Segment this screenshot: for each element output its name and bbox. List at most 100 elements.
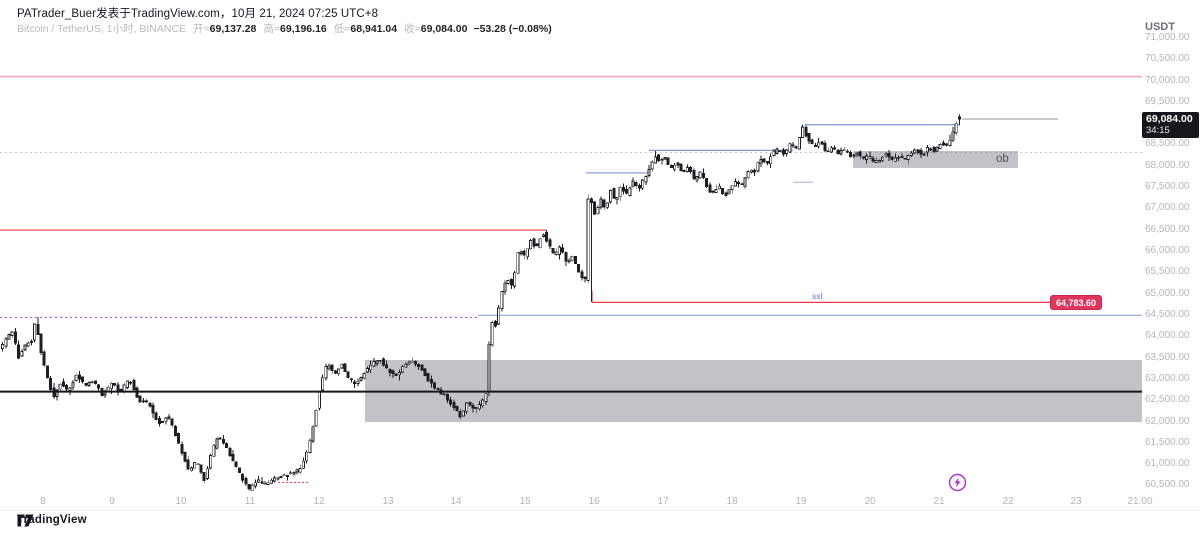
candle [426,372,430,383]
candle [743,177,747,189]
candle [858,149,862,160]
lightning-idea-icon[interactable] [948,473,967,492]
candle [221,434,225,445]
ohlc-label: 高= [263,23,281,35]
candle [321,374,325,391]
candle [788,142,792,153]
candle [45,365,49,379]
candle [349,378,353,383]
candle [532,237,536,249]
candle [522,248,526,260]
candle [308,438,312,454]
candle [157,415,161,427]
overlay-lines-layer[interactable] [0,118,1142,393]
candle [90,380,94,384]
candle [794,145,798,150]
candle [359,376,363,382]
candle [705,177,709,189]
order-block-boxes-layer[interactable] [365,150,1142,422]
candle [721,187,725,196]
candle [772,149,776,157]
candle [509,278,513,289]
candle [84,382,88,387]
price-axis-label: 62,000.00 [1145,415,1190,427]
symbol-title[interactable]: Bitcoin / TetherUS, 1小时, BINANCE [17,23,187,35]
candle [199,464,203,474]
candle [797,136,801,150]
candle [958,114,962,126]
candle [378,359,382,364]
candle [397,369,401,381]
candle [775,147,779,155]
candle [388,368,392,377]
drawn-lines-layer[interactable] [0,75,1142,483]
candle [87,381,91,388]
candle [932,146,936,154]
candle [337,368,341,376]
candle [369,360,373,373]
candle [714,184,718,194]
candle [445,393,449,404]
candle [618,185,622,201]
candle [493,320,497,328]
order-block-upper[interactable] [853,150,1018,168]
candle [621,183,625,195]
candle [778,150,782,152]
candle [141,398,145,403]
candle [913,148,917,154]
candle [692,168,696,180]
candle [173,424,177,437]
tradingview-logo[interactable]: TradingView [17,514,87,527]
candle [759,155,763,168]
candle [247,483,251,491]
order-block-text[interactable]: ob [996,153,1009,165]
candle [212,444,216,458]
candle [897,155,901,162]
candle [852,153,856,158]
price-axis-label: 65,000.00 [1145,287,1190,299]
candle [573,255,577,264]
candle [717,183,721,190]
candle [865,153,869,164]
ssl-text[interactable]: ssl [812,291,823,301]
candle [356,378,360,387]
time-axis-label: 20 [864,496,876,507]
candle [593,200,597,216]
candle [417,363,421,370]
candle [823,140,827,153]
candle [842,147,846,152]
candle [817,138,821,149]
candle [177,432,181,445]
candle [529,238,533,250]
candle [577,263,581,273]
candle [506,279,510,285]
candle [647,164,651,178]
price-axis-label: 68,500.00 [1145,138,1190,150]
candle [877,159,881,163]
candle [682,169,686,173]
candle [340,363,344,369]
candle [148,402,152,408]
candle [762,158,766,163]
candle [1,342,5,352]
candle [413,360,417,367]
candle [605,202,609,209]
candle [116,382,120,396]
time-axis-label: 14 [450,496,462,507]
candle [161,421,165,423]
candle [237,467,241,474]
candle [129,381,133,385]
candle [13,328,17,345]
candle [301,457,305,469]
candle [468,401,472,407]
time-axis-label: 21 [933,496,945,507]
candle [948,134,952,147]
candle [903,157,907,160]
candle [695,175,699,183]
candle [455,405,459,412]
quote-currency-label: USDT [1145,21,1175,33]
time-axis-label: 16 [588,496,600,507]
candle [839,147,843,156]
